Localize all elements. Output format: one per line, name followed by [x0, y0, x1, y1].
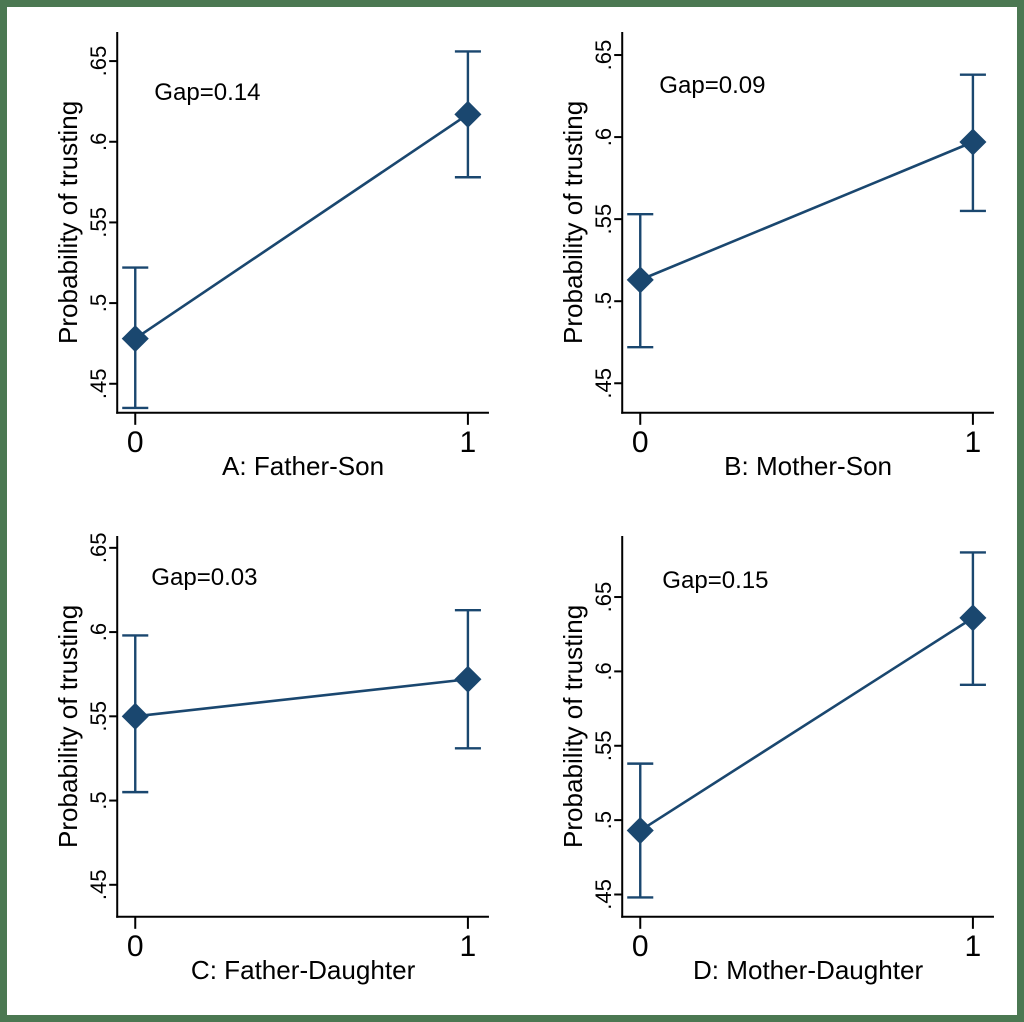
y-axis-title: Probability of trusting: [53, 101, 83, 344]
diamond-marker: [454, 665, 482, 693]
diamond-marker: [626, 817, 654, 845]
panel-mother-son: .45 .5 .55 .6 .65 0 1 Probability of trusting B:…: [558, 32, 994, 481]
x-tick-label: 1: [460, 930, 477, 963]
y-tick-label: .55: [591, 730, 616, 761]
y-tick-label: .55: [86, 701, 111, 732]
trend-line: [639, 616, 974, 832]
trend-line: [639, 140, 974, 282]
y-tick-label: .5: [591, 811, 616, 829]
trend-line: [135, 677, 469, 718]
trend-line: [134, 113, 469, 340]
y-tick-label: .45: [591, 368, 616, 399]
y-tick-label: .65: [591, 582, 616, 613]
y-tick-label: .45: [86, 368, 111, 399]
y-axis-title: Probability of trusting: [53, 605, 83, 848]
y-tick-label: .65: [591, 40, 616, 71]
y-tick-label: .65: [86, 46, 111, 77]
y-tick-label: .5: [86, 294, 111, 312]
x-tick-label: 0: [632, 930, 649, 963]
y-tick-label: .6: [591, 128, 616, 146]
gap-annotation: Gap=0.14: [154, 79, 260, 106]
y-tick-label: .5: [591, 292, 616, 310]
y-tick-label: .45: [86, 869, 111, 900]
y-tick-label: .55: [86, 207, 111, 238]
x-axis-title: B: Mother-Son: [724, 451, 892, 481]
diamond-marker: [121, 325, 149, 353]
diamond-marker: [121, 702, 149, 730]
y-axis-title: Probability of trusting: [558, 101, 588, 344]
x-axis-title: A: Father-Son: [222, 451, 384, 481]
diamond-marker: [959, 604, 987, 632]
y-tick-label: .6: [86, 133, 111, 151]
diamond-marker: [454, 100, 482, 128]
x-axis-title: C: Father-Daughter: [191, 955, 416, 985]
x-tick-label: 0: [632, 426, 649, 459]
gap-annotation: Gap=0.09: [659, 72, 765, 99]
y-tick-label: .45: [591, 879, 616, 910]
x-tick-label: 0: [127, 930, 144, 963]
panel-father-daughter: .45 .5 .55 .6 .65 0 1 Probability of trusting C:…: [53, 533, 489, 985]
y-tick-label: .55: [591, 204, 616, 235]
x-tick-label: 1: [965, 930, 982, 963]
diamond-marker: [626, 266, 654, 294]
y-tick-label: .5: [86, 791, 111, 809]
gap-annotation: Gap=0.03: [151, 564, 257, 591]
diamond-marker: [959, 128, 987, 156]
y-tick-label: .65: [86, 533, 111, 564]
x-tick-label: 1: [965, 426, 982, 459]
panel-mother-daughter: .45 .5 .55 .6 .65 0 1 Probability of trusting D:…: [558, 536, 994, 985]
x-axis-title: D: Mother-Daughter: [693, 955, 923, 985]
gap-annotation: Gap=0.15: [662, 567, 768, 594]
y-axis-title: Probability of trusting: [558, 605, 588, 848]
x-tick-label: 1: [460, 426, 477, 459]
y-tick-label: .6: [86, 623, 111, 641]
y-tick-label: .6: [591, 662, 616, 680]
panel-father-son: .45 .5 .55 .6 .65 0 1 Probability of trusting A:…: [53, 32, 489, 481]
x-tick-label: 0: [127, 426, 144, 459]
